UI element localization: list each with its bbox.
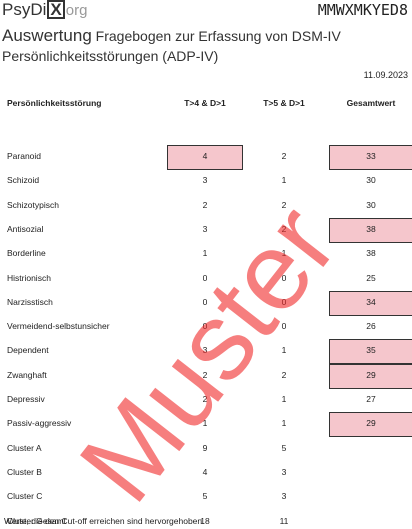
column-header: T>4 & D>1 bbox=[184, 98, 226, 108]
cell-value: 35 bbox=[366, 345, 376, 356]
highlight-box bbox=[329, 412, 412, 438]
row-label: Cluster B bbox=[7, 466, 42, 477]
cell-value: 2 bbox=[202, 369, 208, 380]
cell-value: 5 bbox=[281, 442, 287, 453]
cell-value: 38 bbox=[366, 248, 376, 259]
highlight-box bbox=[329, 290, 412, 316]
cell-value: 1 bbox=[281, 394, 287, 404]
cell-value: 3 bbox=[202, 345, 208, 356]
column-header: Persönlichkeitsstörung bbox=[7, 98, 102, 108]
row-label: Narzisstisch bbox=[7, 296, 53, 307]
highlight-box bbox=[329, 339, 412, 365]
row-label: Schizoid bbox=[7, 175, 40, 186]
cell-value: 1 bbox=[281, 345, 287, 356]
logo-suffix: org bbox=[65, 2, 88, 19]
cell-value: 0 bbox=[281, 272, 287, 283]
title-rest: Fragebogen zur Erfassung von DSM-IV Pers… bbox=[2, 28, 341, 64]
row-label: Dependent bbox=[7, 345, 49, 356]
title: Auswertung Fragebogen zur Erfassung von … bbox=[2, 26, 402, 66]
row-label: Cluster C bbox=[7, 491, 43, 502]
cell-value: 30 bbox=[366, 175, 376, 186]
row-label: Antisozial bbox=[7, 223, 44, 234]
highlight-box bbox=[329, 145, 412, 170]
row-label: Borderline bbox=[7, 248, 46, 259]
row-label: Paranoid bbox=[7, 151, 42, 161]
cell-value: 2 bbox=[281, 369, 287, 380]
cell-value: 0 bbox=[202, 296, 208, 307]
cell-value: 25 bbox=[366, 272, 376, 283]
highlight-box bbox=[329, 363, 412, 389]
row-label: Vermeidend-selbstunsicher bbox=[7, 321, 110, 332]
cell-value: 9 bbox=[202, 442, 208, 453]
cell-value: 1 bbox=[202, 418, 208, 429]
row-label: Cluster A bbox=[7, 442, 42, 453]
column-header: Gesamtwert bbox=[346, 98, 396, 108]
cell-value: 38 bbox=[366, 223, 376, 234]
cell-value: 1 bbox=[281, 175, 287, 186]
row-label: Cluster Gesamt bbox=[7, 515, 67, 526]
row-label: Depressiv bbox=[7, 394, 45, 404]
cell-value: 4 bbox=[202, 151, 208, 161]
logo-name: PsyDi bbox=[2, 0, 47, 19]
cell-value: 33 bbox=[366, 151, 376, 161]
cell-value: 0 bbox=[202, 321, 208, 332]
cell-value: 11 bbox=[279, 515, 289, 526]
cell-value: 2 bbox=[281, 223, 287, 234]
cell-value: 1 bbox=[281, 248, 287, 259]
cell-value: 4 bbox=[202, 466, 208, 477]
cell-value: 5 bbox=[202, 491, 208, 502]
row-label: Zwanghaft bbox=[7, 369, 47, 380]
highlight-box bbox=[329, 217, 412, 243]
cell-value: 3 bbox=[202, 223, 208, 234]
cell-value: 0 bbox=[281, 296, 287, 307]
cell-value: 2 bbox=[281, 151, 287, 161]
cell-value: 3 bbox=[281, 466, 287, 477]
cell-value: 2 bbox=[202, 394, 208, 404]
column-header: T>5 & D>1 bbox=[263, 98, 305, 108]
cell-value: 18 bbox=[200, 515, 210, 526]
title-main: Auswertung bbox=[2, 26, 92, 45]
cell-value: 2 bbox=[281, 199, 287, 210]
cell-value: 30 bbox=[366, 199, 376, 210]
cell-value: 26 bbox=[366, 321, 376, 332]
cell-value: 3 bbox=[281, 491, 287, 502]
cell-value: 1 bbox=[202, 248, 208, 259]
logo-mark: X bbox=[47, 0, 65, 19]
row-label: Schizotypisch bbox=[7, 199, 59, 210]
row-label: Histrionisch bbox=[7, 272, 51, 283]
row-label: Passiv-aggressiv bbox=[7, 418, 72, 429]
highlight-box bbox=[167, 145, 243, 170]
cell-value: 27 bbox=[366, 394, 376, 404]
cell-value: 3 bbox=[202, 175, 208, 186]
cell-value: 2 bbox=[202, 199, 208, 210]
cell-value: 0 bbox=[202, 272, 208, 283]
cell-value: 29 bbox=[366, 369, 376, 380]
date: 11.09.2023 bbox=[363, 70, 408, 80]
cell-value: 29 bbox=[366, 418, 376, 429]
cell-value: 34 bbox=[366, 296, 376, 307]
code: MMWXMKYED8 bbox=[317, 1, 408, 19]
cell-value: 1 bbox=[281, 418, 287, 429]
cell-value: 0 bbox=[281, 321, 287, 332]
note: Werte, die den Cut-off erreichen sind he… bbox=[4, 516, 205, 526]
